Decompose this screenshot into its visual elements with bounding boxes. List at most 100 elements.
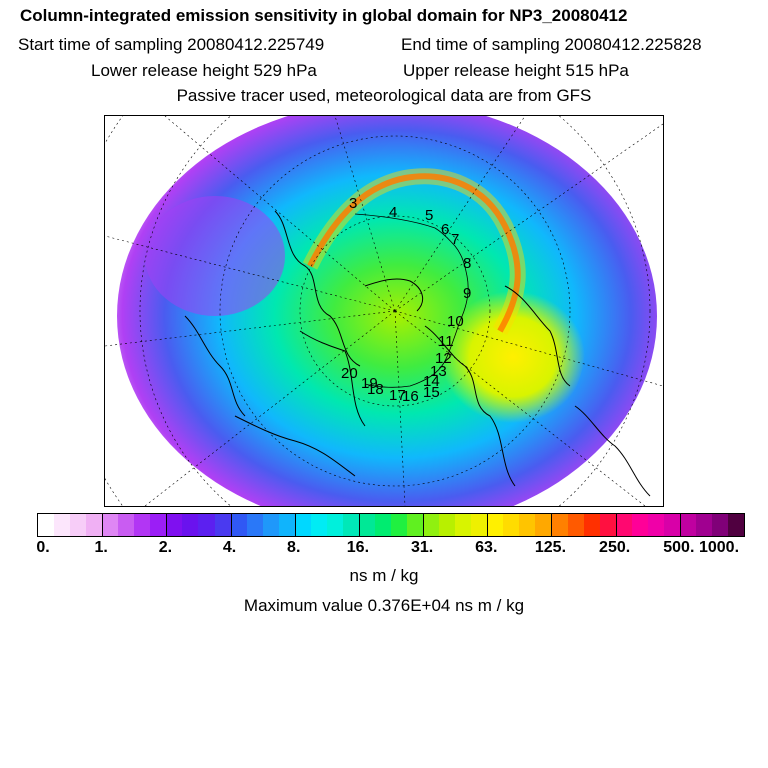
colorbar-tick: [551, 514, 553, 536]
trajectory-label: 8: [463, 255, 471, 272]
colorbar-swatch: [535, 514, 552, 536]
colorbar-swatch: [342, 514, 359, 536]
colorbar-swatch: [166, 514, 183, 536]
colorbar-swatch: [647, 514, 664, 536]
colorbar-swatch: [374, 514, 392, 536]
colorbar-label: 4.: [222, 539, 237, 556]
colorbar-swatch: [214, 514, 231, 536]
colorbar-tick: [294, 514, 296, 536]
trajectory-line: [354, 213, 469, 388]
colorbar-swatch: [615, 514, 632, 536]
trajectory-label: 16: [402, 388, 419, 405]
colorbar-swatch: [439, 514, 456, 536]
colorbar-swatch: [102, 514, 119, 536]
colorbar-swatch: [487, 514, 504, 536]
trajectory-label: 3: [349, 195, 357, 212]
colorbar-tick: [423, 514, 425, 536]
colorbar-tick: [102, 514, 104, 536]
colorbar-swatch: [728, 514, 745, 536]
start-time: Start time of sampling 20080412.225749: [18, 35, 325, 54]
colorbar-tick: [358, 514, 360, 536]
colorbar-label: 250.: [599, 539, 631, 556]
colorbar-tick: [487, 514, 489, 536]
lower-release-height: Lower release height 529 hPa: [91, 61, 317, 80]
colorbar-swatch: [503, 514, 520, 536]
trajectory-label: 4: [389, 204, 397, 221]
trajectory-label: 5: [425, 207, 433, 224]
colorbar-swatch: [567, 514, 584, 536]
colorbar-tick: [679, 514, 681, 536]
plot-title: Column-integrated emission sensitivity i…: [20, 6, 628, 25]
end-time: End time of sampling 20080412.225828: [401, 35, 702, 54]
colorbar-tick: [166, 514, 168, 536]
colorbar-tick: [615, 514, 617, 536]
trajectory-label: 11: [438, 333, 454, 350]
colorbar-swatch: [134, 514, 151, 536]
colorbar-swatch: [471, 514, 488, 536]
colorbar-swatch: [663, 514, 680, 536]
colorbar-swatch: [230, 514, 247, 536]
colorbar-swatch: [118, 514, 135, 536]
upper-release-height: Upper release height 515 hPa: [403, 61, 629, 80]
trajectory-label: 9: [463, 285, 471, 302]
colorbar-swatch: [262, 514, 279, 536]
trajectory-label: 19: [361, 375, 378, 392]
colorbar-swatch: [407, 514, 424, 536]
plume-band-outer: [302, 168, 526, 335]
trajectory-label: 6: [441, 221, 449, 238]
colorbar-label: 8.: [287, 539, 301, 556]
graticule: [105, 116, 663, 506]
colorbar-swatch: [679, 514, 696, 536]
colorbar-swatch: [278, 514, 295, 536]
colorbar-swatch: [182, 514, 199, 536]
colorbar-label: 0.: [36, 539, 50, 556]
trajectory-label: 12: [435, 350, 452, 367]
purple-swirl: [145, 196, 285, 316]
colorbar-label: 1.: [94, 539, 108, 556]
trajectory-label: 20: [341, 365, 358, 382]
maximum-value: Maximum value 0.376E+04 ns m / kg: [243, 596, 525, 615]
trajectory-label: 13: [430, 363, 447, 380]
map-svg: 3 4 5 6 7 8 9 10 11 12 13 14 15 16 17 18…: [105, 116, 663, 506]
trajectory-label: 15: [423, 384, 440, 401]
trajectory-label: 10: [447, 313, 464, 330]
plume-band: [307, 173, 521, 333]
trajectory-label: 7: [451, 231, 459, 248]
colorbar-swatch: [294, 514, 311, 536]
trajectory-labels: 3 4 5 6 7 8 9 10 11 12 13 14 15 16 17 18…: [341, 195, 471, 405]
colorbar-swatch: [695, 514, 712, 536]
trajectory-label: 17: [389, 387, 406, 404]
colorbar-swatch: [150, 514, 167, 536]
colorbar-swatch: [358, 514, 375, 536]
colorbar-label: 31.: [410, 539, 434, 556]
colorbar-label: 2.: [158, 539, 173, 556]
colorbar-swatch: [86, 514, 103, 536]
high-sensitivity-area: [345, 236, 585, 456]
colorbar-label: 1000.: [698, 539, 740, 556]
colorbar-swatch: [711, 514, 729, 536]
colorbar-swatch: [599, 514, 616, 536]
model-note: Passive tracer used, meteorological data…: [176, 86, 592, 105]
trajectory-label: 14: [423, 373, 440, 390]
colorbar: [37, 513, 745, 537]
colorbar-swatch: [310, 514, 327, 536]
colorbar-label: 16.: [346, 539, 370, 556]
coastlines: [184, 210, 651, 497]
colorbar-swatch: [198, 514, 215, 536]
emission-sensitivity-map: 3 4 5 6 7 8 9 10 11 12 13 14 15 16 17 18…: [104, 115, 664, 507]
colorbar-swatch: [551, 514, 568, 536]
colorbar-swatch: [519, 514, 536, 536]
colorbar-label: 500.: [663, 539, 695, 556]
colorbar-label: 63.: [475, 539, 498, 556]
colorbar-swatch: [54, 514, 71, 536]
colorbar-units: ns m / kg: [349, 566, 419, 585]
trajectory-label: 18: [367, 381, 384, 398]
colorbar-swatch: [631, 514, 648, 536]
colorbar-label: 125.: [534, 539, 567, 556]
colorbar-swatch: [455, 514, 472, 536]
colorbar-swatch: [423, 514, 440, 536]
colorbar-swatch: [391, 514, 408, 536]
colorbar-tick: [230, 514, 232, 536]
colorbar-swatch: [38, 514, 55, 536]
colorbar-swatch: [246, 514, 263, 536]
